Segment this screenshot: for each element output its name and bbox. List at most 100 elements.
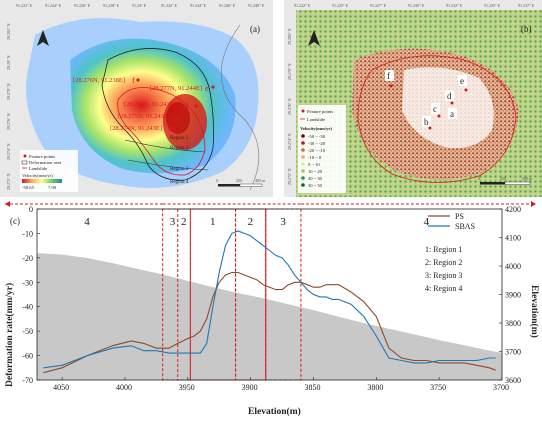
tick-label: 91.222° E (16, 3, 33, 8)
y-tick-label: 0 (29, 205, 33, 214)
landslide-outline-b (357, 55, 517, 183)
legend-class-swatch (301, 176, 305, 180)
y-tick-label: -20 (22, 254, 33, 263)
map-b-legend: Feature points Landslide Velocity(mm/yr)… (298, 105, 346, 193)
tick-label: 29.282° N (6, 23, 11, 40)
scale-400: 400 m (255, 178, 266, 183)
tick-label: 91.242° E (161, 3, 178, 8)
legend-class-label: 10 ~ 20 (308, 169, 323, 174)
feature-point-c-coord: [28.275N, 91.243E] (118, 113, 170, 120)
feature-point-d: [28.276N, 91.243E] d (124, 101, 198, 111)
tick-label: 29.274° N (6, 143, 11, 160)
map-a-legend: Feature points Deformation area Landslid… (20, 150, 78, 192)
feature-label-f: f (387, 71, 390, 81)
map-a-left-ticks: 29.282° N 29.28° N 29.278° N 29.276° N 2… (6, 23, 11, 190)
tick-label: 91.246° E (219, 3, 236, 8)
legend-b-feature-points: Feature points (307, 109, 333, 114)
feature-point-f-coord: [28.276N, 91.238E] (73, 77, 125, 84)
x-tick-label: 3850 (304, 383, 320, 392)
tick-label: 29.272° N (287, 168, 292, 185)
legend-class-label: -20 ~ -10 (308, 148, 326, 153)
series-line-sbas (43, 230, 496, 369)
feature-label-e: e (460, 76, 464, 86)
region-number: 4 (84, 216, 90, 228)
legend-b-classes: -50 ~ -30 -30 ~ -20 -20 ~ -10 -10 ~ 0 0 ~ 10… (301, 134, 326, 188)
y2-tick-label: 3800 (505, 319, 521, 328)
tick-label: 91.237° E (518, 3, 535, 8)
feature-point-d-id: d (184, 101, 189, 111)
tick-label: 29.28° N (6, 55, 11, 70)
feature-point-f: [28.276N, 91.238E] f (73, 76, 140, 85)
map-a-svg: 91.222° E 91.224° E 91.226° E 91.228° E … (6, 3, 273, 197)
region-number: 3 (170, 216, 176, 228)
y-tick-label: -30 (22, 278, 33, 287)
tick-label: 29.278° N (287, 63, 292, 80)
region-label-3: Region 3 (170, 167, 189, 172)
tick-label: 91.244° E (190, 3, 207, 8)
arrow-head-icon (5, 201, 10, 207)
tick-label: 91.224° E (45, 3, 62, 8)
region-number: 4 (424, 216, 430, 228)
feature-point-b-id: b (168, 123, 173, 133)
feature-point-b: [28.274N, 91.243E] b (110, 123, 176, 133)
region-label-1: Region 1 (170, 136, 189, 141)
tick-label: 91.248° E (248, 3, 265, 8)
map-b-left-ticks: 29.280° N 29.278° N 29.276° N 29.274° N … (287, 28, 292, 185)
x-axis-title: Elevation(m) (248, 406, 301, 417)
tick-label: 91.222° E (294, 3, 311, 8)
legend-b-velocity-title: Velocity(mm/yr) (300, 126, 332, 131)
map-a-scale-bar: 0 200 400 m (216, 178, 266, 187)
legend-deformation-area: Deformation area (29, 160, 61, 165)
tick-label: 91.227° E (370, 3, 387, 8)
y2-tick-label: 3600 (505, 376, 521, 385)
y-tick-label: -60 (22, 352, 33, 361)
panel-a-label: (a) (250, 24, 260, 34)
deformation-area-outline (101, 48, 214, 181)
region-number: 1 (210, 216, 216, 228)
low-coherence-area (402, 67, 494, 149)
region-boundary-1 (124, 139, 206, 153)
scale-b-500: 500 m (522, 176, 533, 181)
legend-class-label: -10 ~ 0 (308, 155, 322, 160)
y2-axis-title: Elevation(m) (529, 285, 540, 338)
y2-tick-label: 3900 (505, 291, 521, 300)
legend-velocity-min: -58.65 (22, 185, 35, 190)
profile-chart-svg: (c) 4050 4000 3950 3900 3850 3800 3750 3700 -70 -… (4, 201, 540, 417)
legend-class-swatch (301, 134, 305, 138)
feature-point-d-coord: [28.276N, 91.243E] (124, 101, 176, 108)
y-tick-label: -40 (22, 303, 33, 312)
feature-point-e-coord: [28.277N, 91.244E] (150, 85, 202, 92)
legend-class-label: 20 ~ 30 (308, 176, 323, 181)
tick-label: 91.228° E (103, 3, 120, 8)
legend-class-swatch (301, 162, 305, 166)
region-label-4: Region 4 (170, 180, 189, 185)
map-b-scale-bar: 0 250 500 m (478, 176, 533, 185)
scale-b-0: 0 (478, 176, 480, 181)
region-label-2: Region 2 (170, 146, 189, 151)
legend-feature-points: Feature points (29, 154, 55, 159)
y-tick-label: -10 (22, 229, 33, 238)
legend-class-swatch (301, 183, 305, 187)
legend-class-swatch (301, 155, 305, 159)
scale-b-250: 250 (500, 176, 506, 181)
feature-label-d: d (447, 91, 452, 101)
panel-b-label: (b) (521, 24, 532, 34)
map-b-svg: 91.222° E 91.225° E 91.227° E 91.230° E … (287, 3, 542, 197)
feature-point-b-coord: [28.274N, 91.243E] (110, 125, 162, 132)
y-tick-label: -70 (22, 376, 33, 385)
series-legend: PS SBAS (428, 212, 475, 231)
x-tick-label: 3950 (179, 383, 195, 392)
x-tick-label: 3800 (367, 383, 383, 392)
feature-point-e-id: e (205, 84, 209, 93)
landslide-outline (117, 87, 206, 176)
x-tick-label: 3750 (430, 383, 446, 392)
region-key: 1: Region 1 2: Region 2 3: Region 3 4: R… (425, 245, 462, 293)
tick-label: 91.235° E (484, 3, 501, 8)
scale-0: 0 (216, 178, 218, 183)
y2-tick-label: 4000 (505, 262, 521, 271)
region-boundary-2 (127, 159, 209, 171)
map-panel-b: 91.222° E 91.225° E 91.227° E 91.230° E … (284, 0, 542, 197)
terrain-profile (37, 253, 502, 380)
legend-class-label: 0 ~ 10 (308, 162, 320, 167)
x-tick-label: 3700 (493, 383, 509, 392)
